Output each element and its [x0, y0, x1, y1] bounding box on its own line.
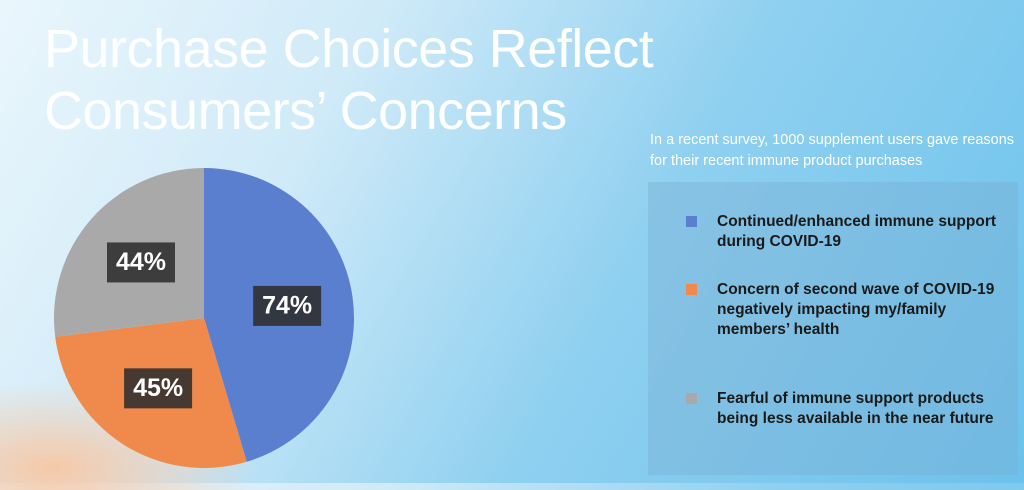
chart-title: Purchase Choices Reflect Consumers’ Conc… [44, 19, 654, 141]
data-label-box [253, 285, 322, 326]
data-label-box [124, 368, 193, 409]
legend-swatch [686, 284, 697, 295]
data-label: 45% [133, 374, 183, 402]
legend-label: Fearful of immune support products being… [717, 390, 994, 427]
legend-item: Concern of second wave of COVID-19 negat… [686, 280, 996, 340]
legend-swatch [686, 393, 697, 404]
data-label: 74% [262, 292, 312, 320]
legend-swatch [686, 216, 697, 227]
legend: Continued/enhanced immune support during… [648, 182, 1018, 475]
chart-subtitle: In a recent survey, 1000 supplement user… [650, 132, 1015, 169]
legend-item: Continued/enhanced immune support during… [686, 212, 996, 252]
data-label-box [107, 242, 176, 283]
legend-label: Concern of second wave of COVID-19 negat… [717, 281, 995, 338]
legend-label: Continued/enhanced immune support during… [717, 213, 997, 250]
legend-item: Fearful of immune support products being… [686, 389, 996, 429]
data-label: 44% [116, 248, 166, 276]
